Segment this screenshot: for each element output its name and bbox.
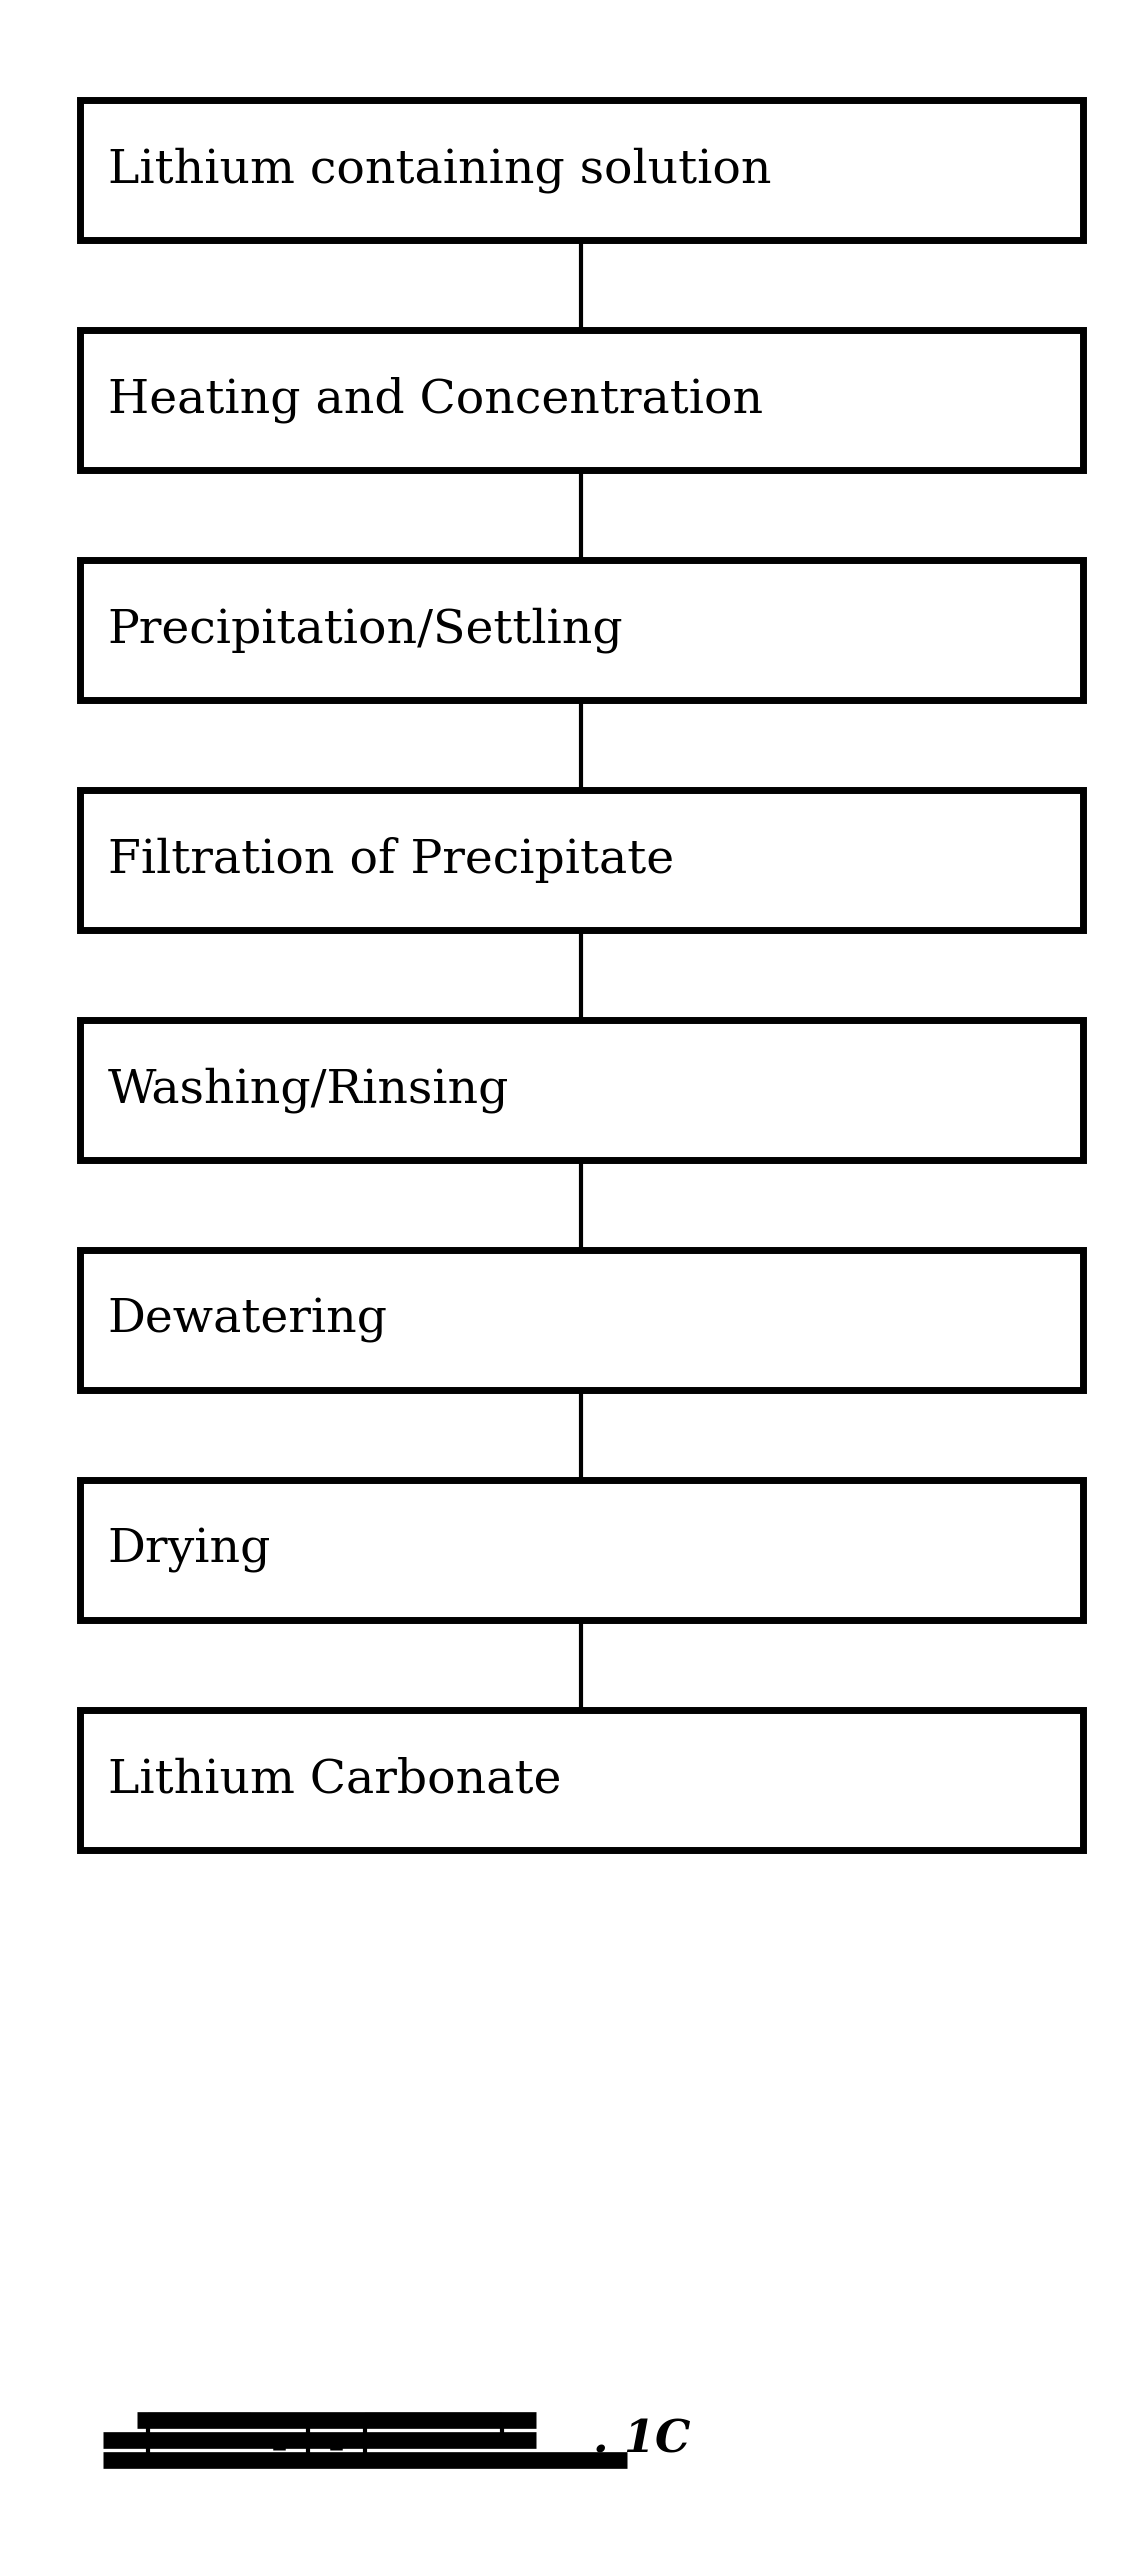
Bar bbox=[80, 1711, 1083, 1849]
Text: Washing/Rinsing: Washing/Rinsing bbox=[108, 1068, 510, 1114]
Text: Lithium Carbonate: Lithium Carbonate bbox=[108, 1757, 561, 1803]
Text: Lithium containing solution: Lithium containing solution bbox=[108, 148, 772, 194]
Text: Drying: Drying bbox=[108, 1527, 271, 1573]
Bar bbox=[80, 1019, 1083, 1160]
Text: Filtration of Precipitate: Filtration of Precipitate bbox=[108, 838, 674, 884]
Bar bbox=[80, 559, 1083, 700]
Bar bbox=[80, 100, 1083, 240]
Text: Heating and Concentration: Heating and Concentration bbox=[108, 378, 763, 424]
Bar bbox=[80, 1249, 1083, 1389]
Bar bbox=[80, 789, 1083, 930]
Text: . 1C: . 1C bbox=[593, 2419, 690, 2462]
Bar bbox=[80, 1479, 1083, 1619]
Bar bbox=[80, 329, 1083, 470]
Text: Dewatering: Dewatering bbox=[108, 1297, 388, 1343]
Text: Precipitation/Settling: Precipitation/Settling bbox=[108, 608, 624, 654]
